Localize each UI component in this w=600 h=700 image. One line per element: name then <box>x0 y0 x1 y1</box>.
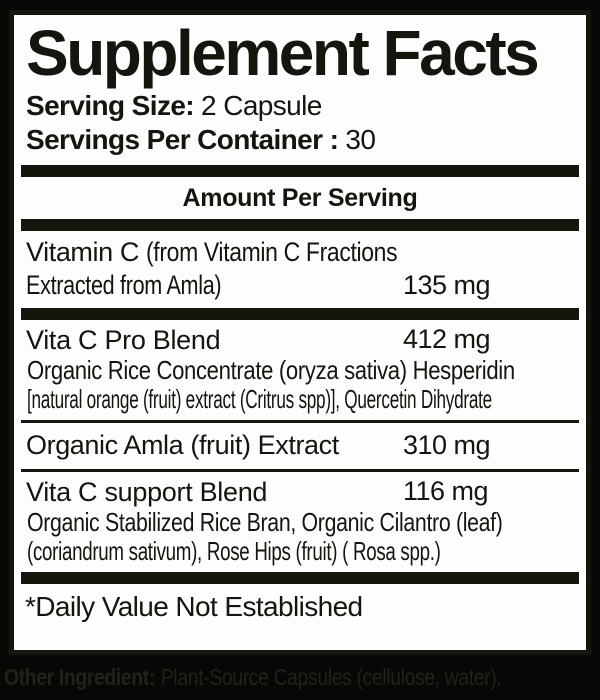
nutrient-row-vita-c-support-blend: Vita C support Blend 116 mg Organic Stab… <box>21 472 579 572</box>
thick-divider <box>21 165 579 178</box>
nutrient-name: Vita C support Blend <box>26 477 268 508</box>
blend-ingredients-text: (coriandrum sativum), Rose Hips (fruit) … <box>27 536 441 567</box>
servings-per-container-row: Servings Per Container :30 <box>26 123 579 157</box>
nutrient-amount: 135 mg <box>403 270 491 301</box>
nutrient-amount: 116 mg <box>403 476 489 507</box>
nutrient-name: Vita C Pro Blend <box>26 325 221 356</box>
thick-divider <box>21 572 579 585</box>
blend-ingredients-line: Organic Stabilized Rice Bran, Organic Ci… <box>27 508 579 537</box>
amount-per-serving-header: Amount Per Serving <box>182 184 418 213</box>
supplement-facts-panel: Supplement Facts Serving Size: 2 Capsule … <box>9 10 591 655</box>
servings-per-container-label: Servings Per Container : <box>26 123 339 155</box>
other-ingredient-line: Other Ingredient: Plant-Source Capsules (… <box>4 664 502 691</box>
nutrient-row-organic-amla: Organic Amla (fruit) Extract 310 mg <box>21 423 579 469</box>
nutrient-name-line: Extracted from Amla) <box>26 269 403 302</box>
blend-ingredients-text: Organic Rice Concentrate (oryza sativa) … <box>27 355 515 386</box>
thin-divider <box>21 469 579 473</box>
serving-size-row: Serving Size: 2 Capsule <box>26 89 579 123</box>
nutrient-name-line: Vitamin C (from Vitamin C Fractions <box>26 236 403 269</box>
nutrient-name-block: Vitamin C (from Vitamin C Fractions Extr… <box>26 236 403 302</box>
daily-value-footnote: *Daily Value Not Established <box>25 591 363 623</box>
blend-ingredients-line: (coriandrum sativum), Rose Hips (fruit) … <box>27 537 579 566</box>
panel-title: Supplement Facts <box>26 17 540 89</box>
other-ingredient-strip: Other Ingredient: Plant-Source Capsules (… <box>0 655 600 700</box>
blend-ingredients-line: [natural orange (fruit) extract (Critrus… <box>27 385 579 414</box>
serving-size-label: Serving Size: <box>26 90 195 121</box>
blend-ingredients-line: Organic Rice Concentrate (oryza sativa) … <box>27 356 579 385</box>
nutrient-name: Vitamin C <box>26 237 139 268</box>
thick-divider <box>21 219 579 232</box>
serving-size-value: 2 Capsule <box>201 90 322 121</box>
thick-divider <box>21 308 579 321</box>
nutrient-name-detail: (from Vitamin C Fractions <box>146 237 398 268</box>
nutrient-name: Organic Amla (fruit) Extract <box>26 430 339 461</box>
other-ingredient-value: Plant-Source Capsules (cellulose, water)… <box>160 664 502 690</box>
other-ingredient-label: Other Ingredient: <box>4 664 156 690</box>
nutrient-amount: 412 mg <box>403 324 491 355</box>
nutrient-amount: 310 mg <box>403 430 491 461</box>
blend-ingredients-text: Organic Stabilized Rice Bran, Organic Ci… <box>27 507 503 538</box>
nutrient-row-vitamin-c: Vitamin C (from Vitamin C Fractions Extr… <box>21 231 579 308</box>
blend-header: Vita C support Blend 116 mg <box>21 472 579 508</box>
blend-ingredients-text: [natural orange (fruit) extract (Critrus… <box>27 384 492 415</box>
nutrient-name-detail: Extracted from Amla) <box>26 270 222 301</box>
servings-per-container-value: 30 <box>345 123 376 155</box>
blend-header: Vita C Pro Blend 412 mg <box>21 320 579 356</box>
thin-divider <box>21 420 579 424</box>
nutrient-row-vita-c-pro-blend: Vita C Pro Blend 412 mg Organic Rice Con… <box>21 320 579 420</box>
